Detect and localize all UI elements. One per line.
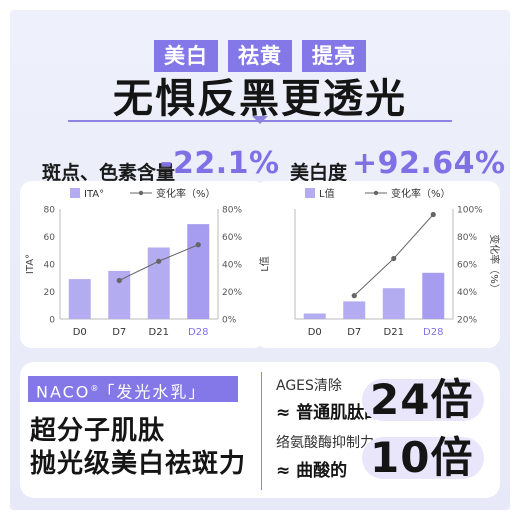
legend-bar-swatch (70, 188, 80, 198)
claim-line-1: 超分子肌肽 (30, 416, 166, 446)
y-tick-label: 40 (44, 261, 56, 271)
y2-tick-label: 60% (457, 261, 477, 271)
legend-line-label: 变化率（%） (156, 187, 216, 200)
y-tick-label: 0 (49, 316, 55, 326)
tag-whitening: 美白 (154, 40, 218, 72)
bar-d7 (108, 270, 131, 319)
claim-line-2: 抛光级美白祛斑力 (30, 449, 247, 479)
comparison-highlight-ages (362, 379, 484, 421)
change-rate-line (353, 214, 434, 296)
chart-ita: ITA°变化率（%）020406080ITA°0%20%40%60%80%变化率… (25, 187, 265, 338)
comparison-highlight-tyrosinase (362, 437, 484, 479)
registered-mark: ® (90, 384, 99, 393)
legend-line-label: 变化率（%） (391, 187, 451, 200)
y2-tick-label: 40% (222, 261, 242, 271)
bar-d21 (382, 288, 405, 319)
y2-tick-label: 40% (457, 288, 477, 298)
bar-d28 (187, 224, 210, 319)
brand-name: NACO (36, 382, 91, 402)
comparison-desc-tyrosinase: ≈ 曲酸的 (276, 461, 348, 481)
x-tick-label: D0 (308, 327, 322, 338)
y2-axis-label: 变化率（%） (488, 234, 500, 294)
y2-tick-label: 80% (457, 233, 477, 243)
y2-tick-label: 80% (222, 206, 242, 216)
comparison-desc-ages: ≈ 普通肌肽的 (276, 403, 382, 423)
change-rate-point (195, 242, 201, 248)
change-rate-point (156, 258, 162, 264)
comparison-title-ages: AGES清除 (276, 378, 342, 394)
x-tick-label: D0 (73, 327, 87, 338)
change-rate-point (351, 293, 357, 299)
panel-divider (261, 372, 262, 490)
product-badge: NACO®「发光水乳」 (28, 376, 238, 402)
bar-d0 (303, 313, 326, 319)
x-tick-label: D7 (112, 327, 126, 338)
y2-tick-label: 60% (222, 233, 242, 243)
x-tick-label: D21 (384, 327, 404, 338)
y2-tick-label: 20% (457, 316, 477, 326)
legend-line-marker (138, 190, 144, 196)
x-tick-label: D28 (188, 327, 208, 338)
y-tick-label: 60 (44, 233, 56, 243)
y2-tick-label: 100% (457, 206, 483, 216)
tag-brightening-yellow: 祛黄 (228, 40, 292, 72)
tag-radiance: 提亮 (302, 40, 366, 72)
change-rate-point (430, 211, 436, 218)
y-axis-label: ITA° (25, 254, 36, 274)
y-tick-label: 80 (44, 206, 56, 216)
bar-d21 (147, 247, 170, 319)
change-rate-point (391, 255, 397, 262)
stat-value-spots: -22.1% (160, 146, 280, 181)
y2-tick-label: 20% (222, 288, 242, 298)
chart-card-ita: ITA°变化率（%）020406080ITA°0%20%40%60%80%变化率… (20, 181, 265, 348)
y-axis-label: L值 (258, 256, 271, 272)
x-tick-label: D28 (423, 327, 443, 338)
product-name: 「发光水乳」 (98, 382, 207, 402)
bar-d28 (422, 272, 445, 319)
stat-label-spots: 斑点、色素含量 (42, 162, 176, 184)
legend-bar-swatch (305, 188, 315, 198)
headline-caret-icon (252, 116, 268, 124)
bar-d0 (68, 279, 91, 319)
stat-label-whiteness: 美白度 (290, 162, 348, 184)
legend-bar-label: ITA° (84, 189, 104, 200)
comparison-multiple-ages: 24倍 (370, 375, 474, 424)
legend-bar-label: L值 (319, 187, 335, 200)
legend-line-marker (373, 190, 379, 196)
chart-card-lvalue: L值 变化率（%） L值 20% 40% 60% 80% 100% 变化率（%） D0 D7 D21 D… (255, 181, 500, 348)
bar-d7 (343, 301, 366, 319)
comparison-title-tyrosinase: 络氨酸酶抑制力 (276, 435, 374, 451)
comparison-multiple-tyrosinase: 10倍 (370, 433, 474, 482)
headline: 无惧反黑更透光 (113, 76, 407, 122)
benefit-tags: 美白 祛黄 提亮 (0, 40, 520, 72)
y2-tick-label: 0% (222, 316, 237, 326)
x-tick-label: D7 (347, 327, 361, 338)
change-rate-point (116, 277, 122, 284)
stat-value-whiteness: +92.64% (352, 146, 506, 181)
x-tick-label: D21 (149, 327, 169, 338)
y-tick-label: 20 (44, 288, 56, 298)
